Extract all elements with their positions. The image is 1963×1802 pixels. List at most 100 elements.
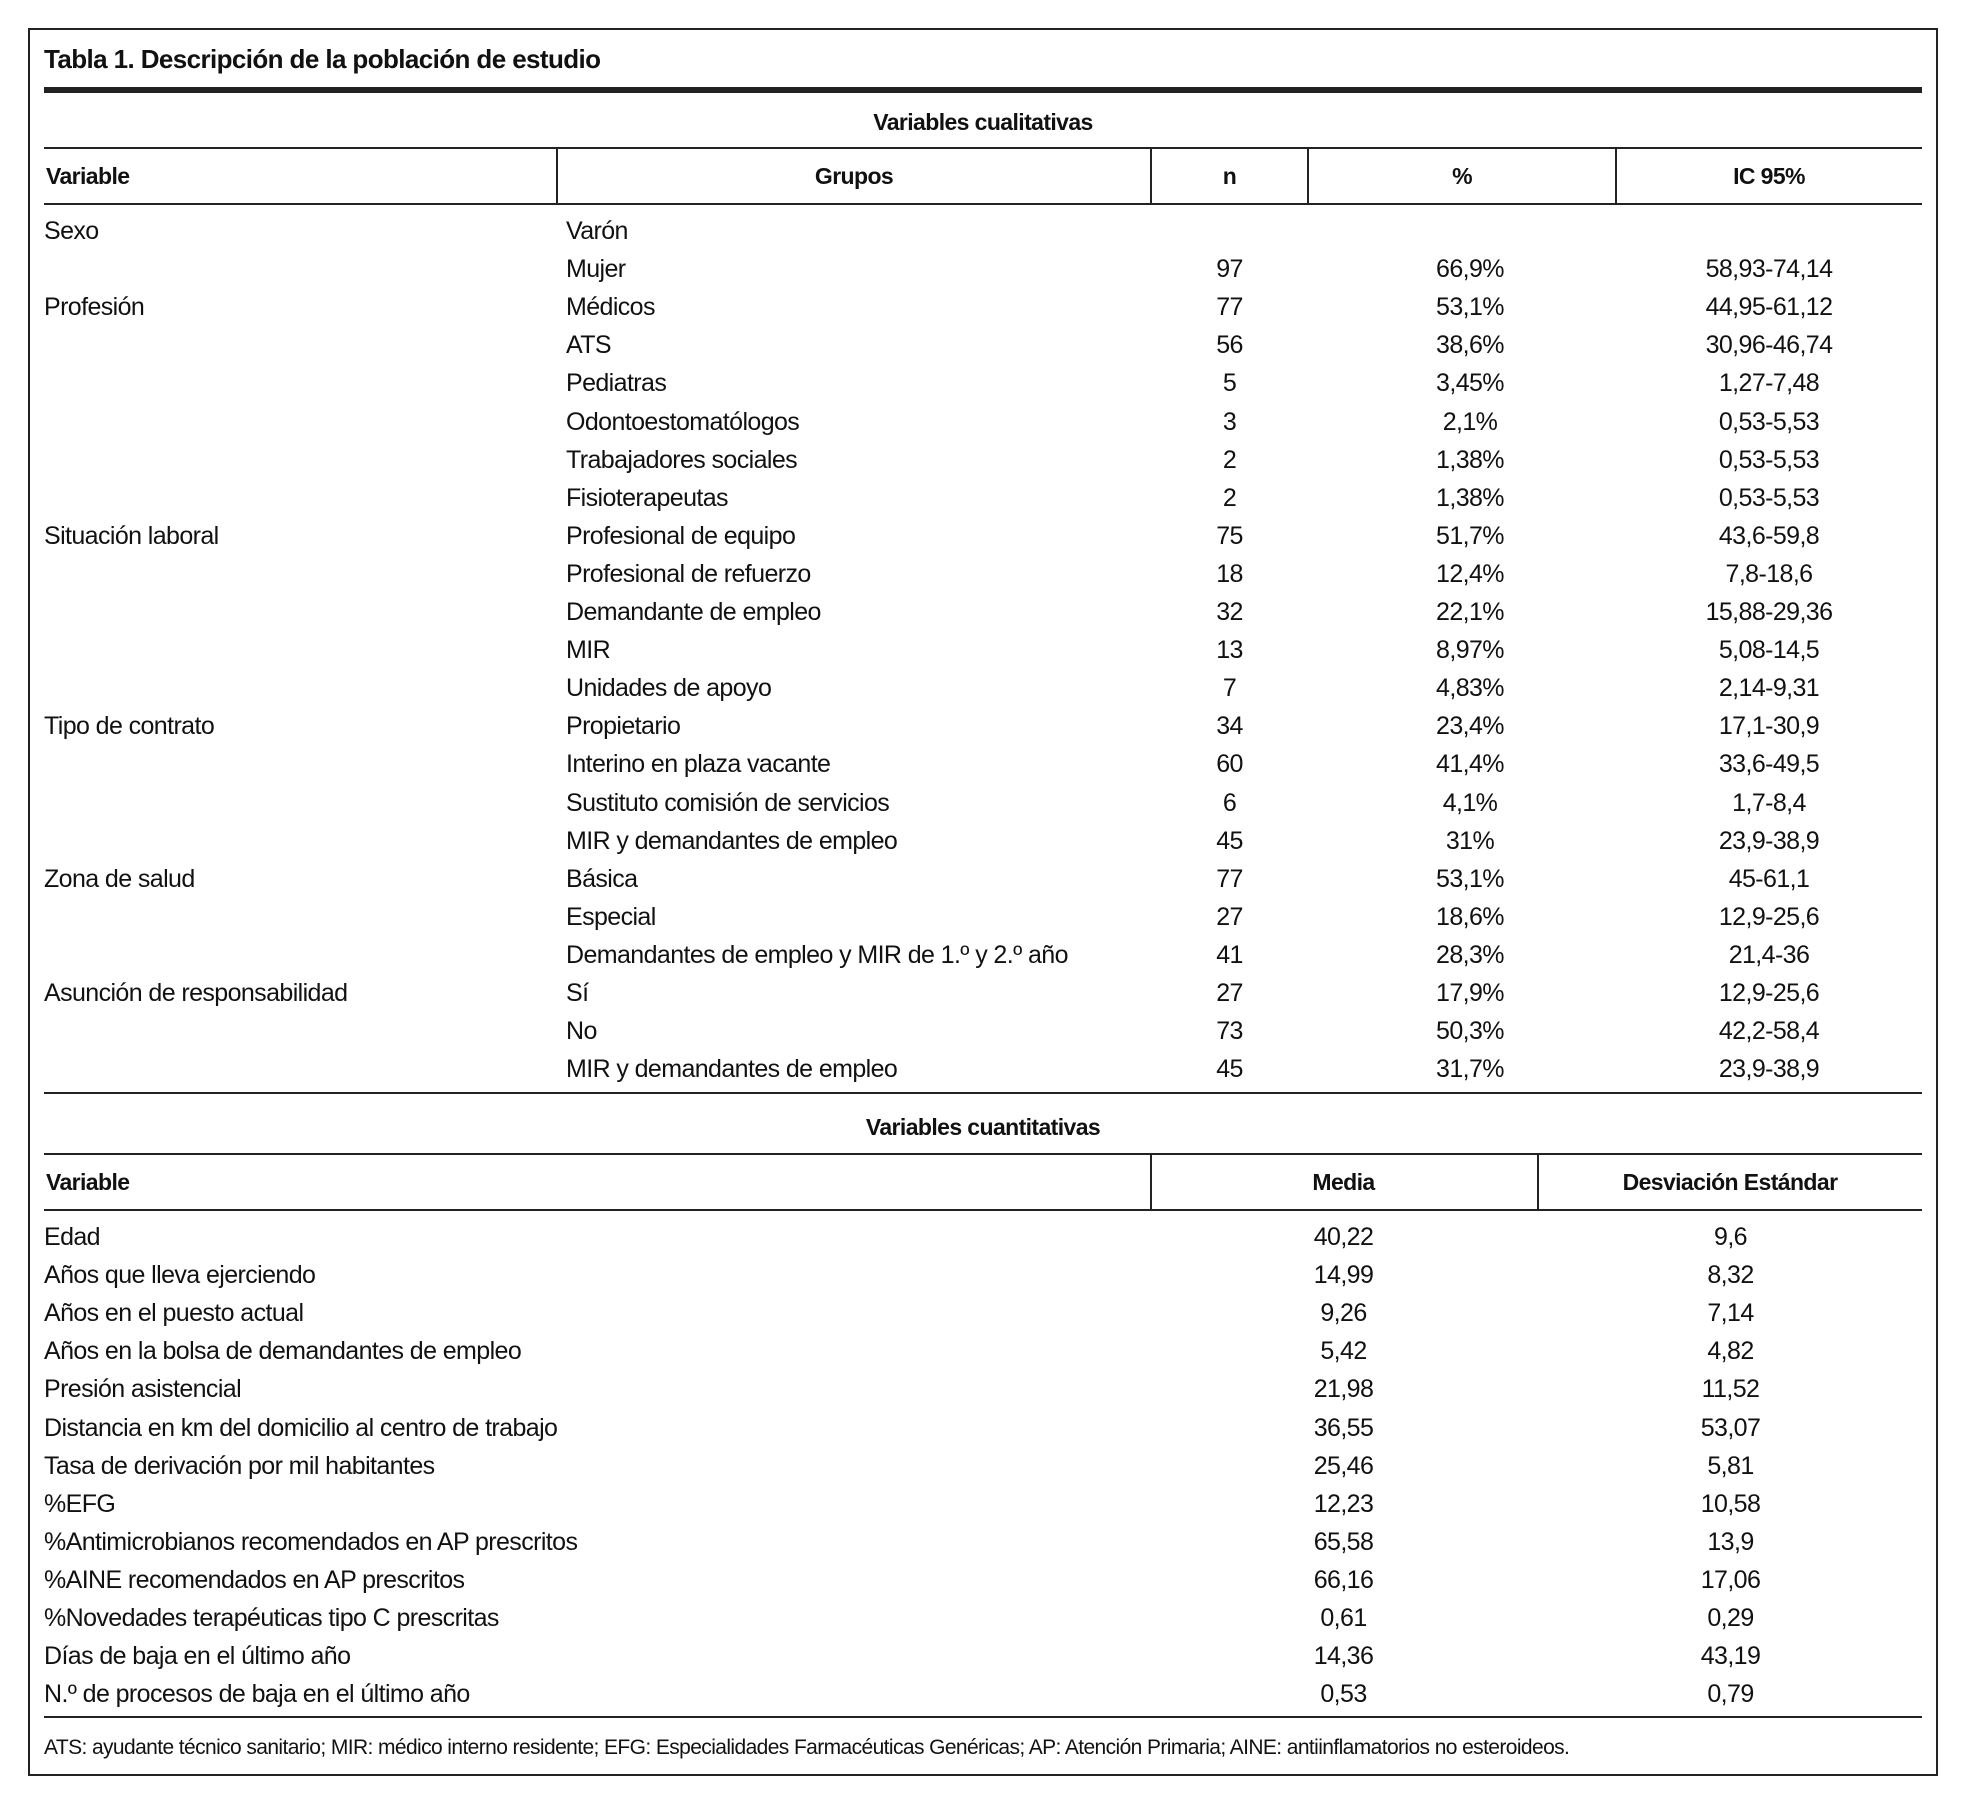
- sd-cell: 8,32: [1707, 1261, 1754, 1290]
- mean-cell: 14,36: [1313, 1642, 1374, 1671]
- group-label: Mujer: [566, 255, 626, 284]
- ci-cell: 12,9-25,6: [1718, 979, 1820, 1007]
- percent-cell: 38,6%: [1436, 331, 1504, 360]
- column-divider: [1150, 1154, 1152, 1209]
- ci-cell: 30,96-46,74: [1705, 331, 1833, 360]
- column-header: Variable: [46, 163, 130, 189]
- sd-cell: 0,79: [1707, 1680, 1754, 1709]
- count-cell: 60: [1216, 750, 1243, 779]
- variable-name: Distancia en km del domicilio al centro …: [44, 1413, 558, 1442]
- ci-cell: 12,9-25,6: [1718, 902, 1820, 931]
- percent-cell: 28,3%: [1436, 940, 1504, 969]
- mean-cell: 65,58: [1313, 1527, 1374, 1556]
- mean-cell: 40,22: [1313, 1223, 1374, 1251]
- ci-cell: 21,4-36: [1728, 940, 1810, 969]
- sd-cell: 13,9: [1707, 1527, 1754, 1556]
- column-header: IC 95%: [1733, 163, 1805, 189]
- count-cell: 3: [1222, 407, 1237, 436]
- group-label: Odontoestomatólogos: [566, 407, 800, 436]
- ci-cell: 1,27-7,48: [1718, 369, 1820, 398]
- mean-cell: 0,53: [1320, 1680, 1367, 1709]
- column-divider: [1615, 148, 1617, 204]
- group-label: MIR y demandantes de empleo: [566, 826, 898, 855]
- variable-name: Sexo: [44, 217, 99, 245]
- count-cell: 27: [1216, 979, 1243, 1007]
- percent-cell: 22,1%: [1436, 598, 1504, 626]
- percent-cell: 23,4%: [1436, 712, 1504, 741]
- mean-cell: 66,16: [1313, 1565, 1374, 1594]
- ci-cell: 0,53-5,53: [1718, 407, 1820, 436]
- variable-name: Tasa de derivación por mil habitantes: [44, 1451, 435, 1480]
- percent-cell: 4,83%: [1436, 674, 1504, 703]
- ci-cell: 0,53-5,53: [1718, 483, 1820, 512]
- rule: [44, 203, 1922, 205]
- rule: [44, 1153, 1922, 1155]
- column-header: Desviación Estándar: [1622, 1169, 1838, 1195]
- variable-name: Años que lleva ejerciendo: [44, 1261, 316, 1290]
- column-divider: [1537, 1154, 1539, 1209]
- count-cell: 34: [1216, 712, 1243, 741]
- percent-cell: 1,38%: [1436, 483, 1504, 512]
- mean-cell: 0,61: [1320, 1604, 1367, 1632]
- sd-cell: 4,82: [1707, 1337, 1754, 1366]
- mean-cell: 9,26: [1320, 1299, 1367, 1328]
- table-title: Tabla 1. Descripción de la población de …: [44, 44, 601, 74]
- group-label: Sí: [566, 979, 589, 1007]
- ci-cell: 45-61,1: [1728, 864, 1810, 893]
- group-label: Especial: [566, 902, 656, 931]
- count-cell: 13: [1216, 636, 1243, 665]
- percent-cell: 4,1%: [1442, 788, 1498, 817]
- rule: [44, 87, 1922, 93]
- column-header: Variable: [46, 1169, 130, 1195]
- sd-cell: 0,29: [1707, 1604, 1754, 1632]
- percent-cell: 66,9%: [1436, 255, 1504, 284]
- group-label: MIR y demandantes de empleo: [566, 1055, 898, 1084]
- count-cell: 18: [1216, 559, 1243, 588]
- column-header: Grupos: [814, 163, 894, 189]
- variable-name: Situación laboral: [44, 521, 219, 550]
- count-cell: 41: [1216, 940, 1243, 969]
- ci-cell: 23,9-38,9: [1718, 826, 1820, 855]
- rule: [44, 1209, 1922, 1211]
- group-label: Profesional de equipo: [566, 521, 796, 550]
- ci-cell: 0,53-5,53: [1718, 445, 1820, 474]
- percent-cell: 53,1%: [1436, 293, 1504, 322]
- group-label: Unidades de apoyo: [566, 674, 772, 703]
- sd-cell: 11,52: [1701, 1375, 1760, 1404]
- percent-cell: 50,3%: [1436, 1017, 1504, 1046]
- ci-cell: 43,6-59,8: [1718, 521, 1820, 550]
- group-label: Trabajadores sociales: [566, 445, 798, 474]
- ci-cell: 1,7-8,4: [1732, 788, 1806, 817]
- count-cell: 5: [1222, 369, 1237, 398]
- ci-cell: 58,93-74,14: [1705, 255, 1833, 284]
- count-cell: 2: [1222, 445, 1237, 474]
- percent-cell: 51,7%: [1436, 521, 1504, 550]
- percent-cell: 31%: [1445, 826, 1495, 855]
- variable-name: Asunción de responsabilidad: [44, 979, 348, 1007]
- percent-cell: 17,9%: [1436, 979, 1504, 1007]
- percent-cell: 41,4%: [1436, 750, 1504, 779]
- column-divider: [1150, 148, 1152, 204]
- variable-name: Presión asistencial: [44, 1375, 242, 1404]
- variable-name: Días de baja en el último año: [44, 1642, 351, 1671]
- percent-cell: 1,38%: [1436, 445, 1504, 474]
- column-header: n: [1222, 163, 1237, 189]
- group-label: Varón: [566, 217, 628, 245]
- sd-cell: 7,14: [1707, 1299, 1754, 1328]
- count-cell: 45: [1216, 826, 1243, 855]
- column-header: %: [1452, 163, 1472, 189]
- percent-cell: 53,1%: [1436, 864, 1504, 893]
- ci-cell: 5,08-14,5: [1718, 636, 1820, 665]
- count-cell: 75: [1216, 521, 1243, 550]
- group-label: Pediatras: [566, 369, 667, 398]
- group-label: Profesional de refuerzo: [566, 559, 811, 588]
- footnote: ATS: ayudante técnico sanitario; MIR: mé…: [44, 1736, 1570, 1759]
- percent-cell: 31,7%: [1436, 1055, 1504, 1084]
- group-label: No: [566, 1017, 597, 1046]
- variable-name: Años en el puesto actual: [44, 1299, 304, 1328]
- variable-name: Edad: [44, 1223, 101, 1251]
- count-cell: 97: [1216, 255, 1243, 284]
- percent-cell: 3,45%: [1436, 369, 1504, 398]
- variable-name: %Novedades terapéuticas tipo C prescrita…: [44, 1604, 499, 1632]
- count-cell: 32: [1216, 598, 1243, 626]
